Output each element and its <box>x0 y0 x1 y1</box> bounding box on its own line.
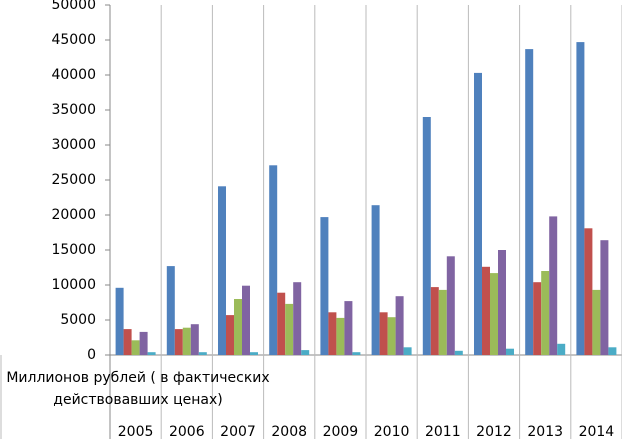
x-tick-label: 2006 <box>169 424 205 439</box>
bar <box>218 186 226 355</box>
bar <box>541 271 550 355</box>
bar <box>166 266 175 355</box>
bar <box>608 347 617 355</box>
bar <box>584 228 593 355</box>
y-tick-label: 0 <box>87 347 96 363</box>
x-tick-label: 2013 <box>527 424 563 439</box>
bar <box>422 117 431 355</box>
y-tick-label: 20000 <box>51 207 96 223</box>
x-tick-label: 2014 <box>579 424 615 439</box>
bar <box>371 205 380 355</box>
bar <box>139 331 148 355</box>
bar <box>115 287 124 355</box>
x-axis-label: Миллионов рублей ( в фактических действо… <box>6 370 270 408</box>
bar <box>285 303 294 355</box>
y-tick-label: 45000 <box>51 32 96 48</box>
x-tick-label: 2005 <box>118 424 154 439</box>
bar <box>234 299 242 355</box>
bar <box>250 352 258 355</box>
bar <box>198 352 207 355</box>
x-tick-label: 2009 <box>323 424 359 439</box>
bar <box>600 240 609 355</box>
y-tick-label: 25000 <box>51 172 96 188</box>
bar <box>446 256 455 355</box>
bar <box>403 347 412 355</box>
bar <box>454 350 463 355</box>
bar <box>352 352 361 355</box>
y-tick-label: 10000 <box>51 277 96 293</box>
x-tick-label: 2012 <box>476 424 512 439</box>
y-tick-label: 15000 <box>51 242 96 258</box>
y-tick-label: 5000 <box>60 312 96 328</box>
y-tick-label: 50000 <box>51 0 96 13</box>
bar <box>174 329 183 355</box>
bar <box>147 352 156 355</box>
x-tick-label: 2010 <box>374 424 410 439</box>
bar <box>336 317 345 355</box>
bar <box>395 296 404 355</box>
bar <box>379 312 388 355</box>
bar <box>320 217 329 355</box>
bar <box>131 340 140 355</box>
bar <box>592 289 601 355</box>
bar <box>482 266 490 355</box>
x-tick-label: 2007 <box>220 424 256 439</box>
y-tick-label: 40000 <box>51 67 96 83</box>
bar <box>123 329 132 355</box>
bar <box>506 348 514 355</box>
bar <box>549 216 558 355</box>
bar <box>474 72 482 356</box>
bar <box>533 282 542 355</box>
y-tick-label: 35000 <box>51 102 96 118</box>
bar <box>190 324 199 355</box>
bar <box>293 282 302 355</box>
bar <box>498 250 506 355</box>
bar <box>226 315 234 355</box>
bar <box>277 292 286 355</box>
bar <box>438 289 447 355</box>
bar <box>576 42 585 355</box>
bar <box>557 343 566 355</box>
bar <box>301 350 310 355</box>
bar <box>242 285 250 355</box>
bar <box>525 49 534 355</box>
x-tick-label: 2008 <box>271 424 307 439</box>
bar <box>182 327 191 355</box>
bar <box>344 301 353 355</box>
bar <box>430 287 439 355</box>
bar <box>387 317 396 355</box>
bar <box>269 165 278 355</box>
y-tick-label: 30000 <box>51 137 96 153</box>
bar <box>490 273 498 355</box>
bar <box>328 312 337 355</box>
x-tick-label: 2011 <box>425 424 461 439</box>
